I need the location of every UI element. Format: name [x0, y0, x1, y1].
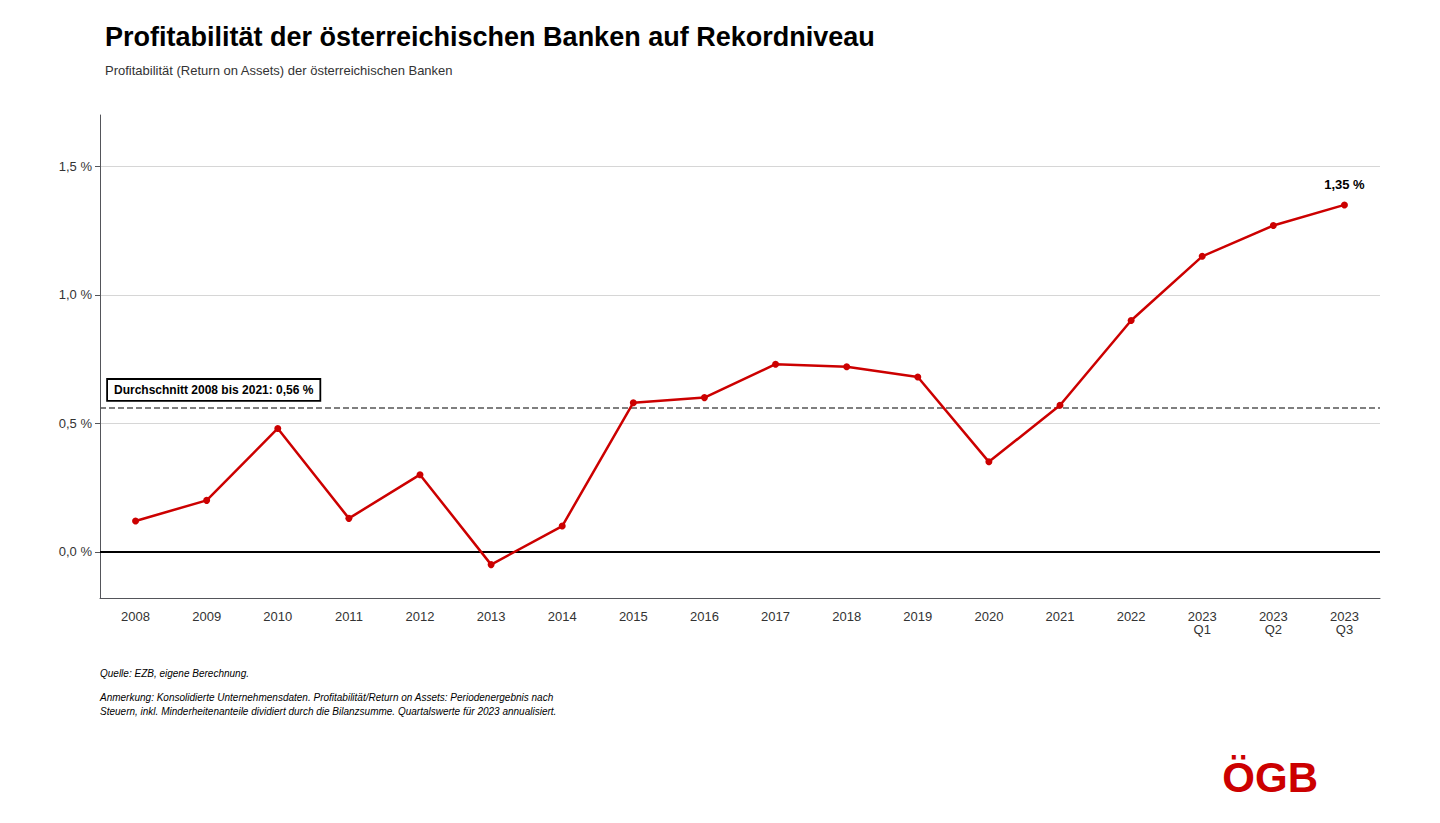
svg-text:2021: 2021	[1046, 609, 1075, 624]
svg-text:2017: 2017	[761, 609, 790, 624]
svg-text:2009: 2009	[192, 609, 221, 624]
svg-text:Q1: Q1	[1194, 622, 1211, 637]
svg-text:Steuern, inkl. Minderheitenant: Steuern, inkl. Minderheitenanteile divid…	[100, 706, 556, 717]
svg-text:2019: 2019	[903, 609, 932, 624]
svg-text:Durchschnitt 2008 bis 2021: 0,: Durchschnitt 2008 bis 2021: 0,56 %	[114, 383, 314, 397]
svg-text:0,0 %: 0,0 %	[59, 544, 93, 559]
svg-text:2023: 2023	[1187, 609, 1217, 624]
svg-text:2010: 2010	[263, 609, 292, 624]
svg-text:Quelle: EZB, eigene Berechnung: Quelle: EZB, eigene Berechnung.	[100, 668, 249, 679]
svg-text:2014: 2014	[548, 609, 577, 624]
svg-text:2012: 2012	[406, 609, 435, 624]
svg-text:2008: 2008	[121, 609, 150, 624]
svg-text:2023: 2023	[1258, 609, 1288, 624]
svg-text:Profitabilität der österreichi: Profitabilität der österreichischen Bank…	[105, 22, 875, 52]
svg-text:ÖGB: ÖGB	[1222, 754, 1318, 801]
svg-text:Q3: Q3	[1336, 622, 1353, 637]
svg-text:Anmerkung: Konsolidierte Unter: Anmerkung: Konsolidierte Unternehmensdat…	[99, 692, 554, 703]
svg-text:2023: 2023	[1330, 609, 1359, 624]
svg-text:Profitabilität (Return on Asse: Profitabilität (Return on Assets) der ös…	[105, 63, 453, 78]
svg-text:2015: 2015	[619, 609, 648, 624]
svg-text:2022: 2022	[1117, 609, 1146, 624]
svg-text:1,0 %: 1,0 %	[59, 287, 93, 302]
svg-text:Q2: Q2	[1265, 622, 1282, 637]
svg-text:2020: 2020	[974, 609, 1003, 624]
svg-text:2016: 2016	[690, 609, 719, 624]
svg-text:0,5 %: 0,5 %	[59, 416, 93, 431]
svg-text:1,35 %: 1,35 %	[1324, 177, 1365, 192]
svg-text:2018: 2018	[832, 609, 861, 624]
svg-text:2013: 2013	[477, 609, 506, 624]
svg-text:1,5 %: 1,5 %	[59, 159, 93, 174]
svg-text:2011: 2011	[335, 609, 363, 624]
